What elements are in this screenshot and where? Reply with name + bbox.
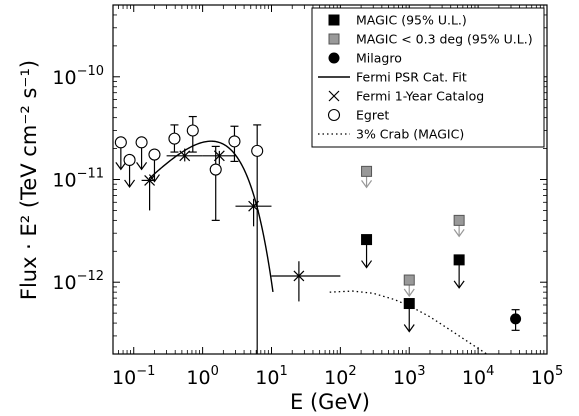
legend-filled-circle-marker: [328, 52, 340, 64]
magic-ul-marker: [403, 298, 415, 310]
upper-limit-arrowhead: [148, 174, 160, 183]
egret-marker: [228, 135, 241, 148]
x-tick-label: 101: [255, 364, 287, 389]
x-tick-label: 105: [531, 364, 563, 389]
legend: MAGIC (95% U.L.) MAGIC < 0.3 deg (95% U.L…: [311, 7, 545, 148]
x-axis-title: E (GeV): [290, 390, 370, 414]
magic-03deg-ul-marker: [361, 165, 373, 177]
upper-limit-arrowhead: [115, 161, 127, 171]
magic-03deg-ul-marker: [453, 214, 465, 226]
upper-limit-arrowhead: [361, 260, 373, 269]
legend-label: Fermi PSR Cat. Fit: [356, 70, 467, 85]
egret-marker: [123, 153, 136, 167]
magic-ul-marker: [453, 254, 465, 266]
y-tick-label: 10−11: [52, 167, 104, 192]
y-tick-label: 10−12: [52, 269, 104, 294]
upper-limit-arrowhead: [136, 161, 148, 171]
legend-square-marker: [328, 33, 340, 45]
x-tick-label: 104: [462, 364, 494, 389]
fermi-1yr-marker: [293, 270, 305, 282]
legend-label: Egret: [356, 108, 389, 123]
upper-limit-arrowhead: [361, 180, 373, 189]
x-tick-label: 103: [393, 364, 425, 389]
egret-marker: [209, 163, 222, 176]
legend-label: Milagro: [356, 51, 402, 66]
upper-limit-arrowhead: [453, 229, 465, 238]
legend-label: 3% Crab (MAGIC): [356, 127, 464, 142]
legend-label: MAGIC < 0.3 deg (95% U.L.): [356, 32, 533, 47]
fermi-1yr-marker: [179, 150, 191, 162]
milagro-marker: [510, 313, 522, 325]
legend-square-marker: [328, 14, 340, 26]
x-tick-label: 10−1: [112, 364, 155, 389]
egret-marker: [168, 132, 181, 145]
y-tick-label: 10−10: [52, 64, 104, 89]
egret-marker: [114, 136, 127, 149]
legend-label: Fermi 1-Year Catalog: [356, 89, 484, 104]
upper-limit-arrowhead: [124, 179, 136, 188]
legend-cross-marker: [328, 90, 340, 102]
legend-label: MAGIC (95% U.L.): [356, 13, 467, 28]
egret-marker: [148, 148, 161, 161]
fermi-1yr-marker: [144, 174, 156, 186]
egret-marker: [251, 144, 264, 157]
fermi-psr-fit-line: [149, 140, 274, 293]
magic-03deg-ul-marker: [403, 274, 415, 286]
x-tick-label: 102: [324, 364, 356, 389]
legend-box: [311, 7, 545, 148]
plot-area: [114, 115, 522, 354]
upper-limit-arrowhead: [453, 280, 465, 289]
upper-limit-arrowhead: [403, 324, 415, 333]
egret-marker: [186, 124, 199, 137]
magic-ul-marker: [361, 234, 373, 246]
egret-marker: [135, 136, 148, 149]
legend-open-circle-marker: [327, 108, 341, 122]
upper-limit-arrowhead: [403, 288, 415, 298]
y-axis-title: Flux · E² (TeV cm⁻² s⁻¹): [17, 60, 41, 300]
x-tick-label: 100: [186, 364, 218, 389]
